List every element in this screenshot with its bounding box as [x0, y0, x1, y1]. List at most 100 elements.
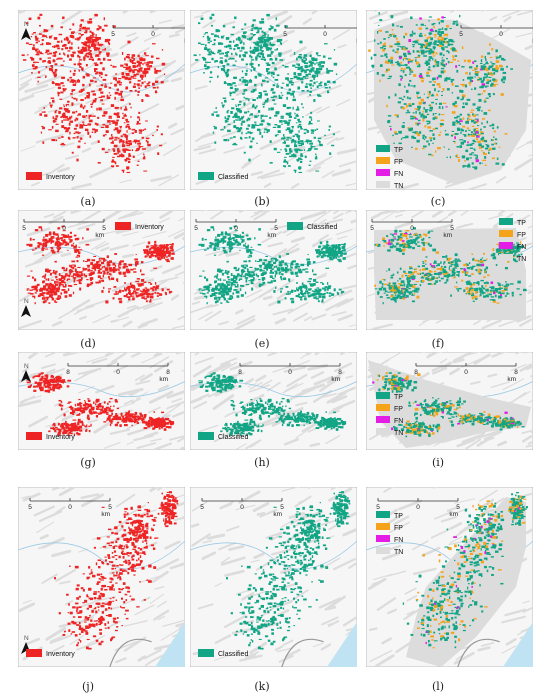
landslide-pixel — [484, 268, 487, 272]
hillshade-ridge — [19, 293, 31, 302]
landslide-pixel — [452, 260, 456, 262]
landslide-pixel — [39, 57, 42, 61]
landslide-pixel — [222, 65, 226, 67]
landslide-pixel — [256, 105, 258, 108]
landslide-pixel — [72, 72, 76, 75]
landslide-pixel — [456, 127, 460, 130]
landslide-pixel — [215, 285, 218, 289]
landslide-pixel — [305, 73, 309, 77]
landslide-pixel — [227, 139, 230, 142]
landslide-pixel — [69, 241, 72, 243]
landslide-pixel — [470, 266, 474, 268]
landslide-pixel — [483, 259, 487, 262]
landslide-pixel — [221, 282, 224, 284]
landslide-pixel — [76, 136, 79, 139]
landslide-pixel — [305, 57, 307, 61]
landslide-pixel — [398, 142, 402, 145]
map-legend: Inventory — [115, 222, 164, 231]
landslide-pixel — [209, 40, 212, 42]
landslide-pixel — [294, 148, 299, 152]
landslide-pixel — [32, 67, 37, 70]
landslide-pixel — [307, 292, 311, 294]
landslide-pixel — [106, 264, 110, 267]
landslide-pixel — [272, 76, 275, 79]
landslide-pixel — [135, 280, 140, 283]
landslide-pixel — [430, 43, 433, 45]
landslide-pixel — [160, 252, 162, 255]
landslide-pixel — [313, 273, 317, 276]
landslide-pixel — [61, 142, 65, 145]
landslide-pixel — [92, 115, 96, 117]
landslide-pixel — [418, 27, 422, 30]
landslide-pixel — [258, 96, 262, 99]
landslide-pixel — [383, 245, 385, 247]
landslide-pixel — [480, 65, 484, 69]
landslide-pixel — [124, 135, 129, 138]
landslide-pixel — [89, 135, 92, 138]
landslide-pixel — [92, 99, 97, 103]
landslide-pixel — [491, 48, 494, 51]
landslide-pixel — [61, 266, 65, 270]
landslide-pixel — [48, 302, 51, 304]
landslide-pixel — [44, 35, 47, 38]
landslide-pixel — [170, 245, 174, 248]
landslide-pixel — [88, 58, 92, 61]
landslide-pixel — [311, 57, 315, 60]
landslide-pixel — [248, 98, 250, 102]
landslide-pixel — [34, 35, 37, 39]
landslide-pixel — [161, 62, 166, 66]
landslide-pixel — [466, 119, 470, 122]
landslide-pixel — [300, 269, 302, 272]
landslide-pixel — [137, 83, 140, 87]
hillshade-ridge — [336, 137, 345, 141]
landslide-pixel — [481, 118, 486, 120]
landslide-pixel — [339, 254, 343, 257]
landslide-pixel — [403, 95, 406, 98]
landslide-pixel — [394, 131, 397, 134]
landslide-pixel — [152, 134, 154, 137]
landslide-pixel — [297, 63, 301, 67]
landslide-pixel — [484, 73, 487, 76]
hillshade-ridge — [250, 212, 260, 218]
landslide-pixel — [265, 266, 269, 270]
hillshade-ridge — [67, 221, 89, 228]
landslide-pixel — [443, 37, 447, 41]
landslide-pixel — [442, 27, 444, 30]
landslide-pixel — [280, 117, 284, 119]
landslide-pixel — [497, 295, 502, 299]
hillshade-ridge — [109, 244, 129, 251]
landslide-pixel — [122, 271, 126, 275]
landslide-pixel — [78, 113, 81, 116]
landslide-pixel — [486, 281, 489, 285]
landslide-pixel — [49, 294, 53, 297]
landslide-pixel — [437, 147, 441, 150]
hillshade-ridge — [133, 158, 144, 162]
landslide-pixel — [284, 140, 286, 143]
landslide-pixel — [218, 297, 221, 301]
landslide-pixel — [32, 238, 35, 241]
landslide-pixel — [209, 294, 213, 298]
landslide-pixel — [453, 104, 458, 108]
landslide-pixel — [225, 270, 227, 273]
landslide-pixel — [465, 293, 467, 295]
landslide-pixel — [332, 80, 336, 84]
landslide-pixel — [223, 291, 227, 294]
landslide-pixel — [290, 137, 292, 140]
landslide-pixel — [220, 60, 223, 64]
landslide-pixel — [110, 104, 115, 107]
hillshade-ridge — [481, 319, 502, 330]
landslide-pixel — [489, 79, 492, 82]
hillshade-ridge — [316, 106, 330, 114]
landslide-pixel — [472, 103, 476, 106]
landslide-pixel — [463, 268, 467, 272]
landslide-pixel — [481, 110, 483, 112]
landslide-pixel — [54, 63, 58, 66]
landslide-pixel — [153, 249, 157, 252]
landslide-pixel — [142, 73, 146, 75]
landslide-pixel — [216, 244, 219, 248]
landslide-pixel — [229, 248, 232, 252]
landslide-pixel — [110, 141, 114, 144]
landslide-pixel — [410, 16, 413, 20]
landslide-pixel — [286, 121, 290, 125]
landslide-pixel — [409, 79, 412, 82]
